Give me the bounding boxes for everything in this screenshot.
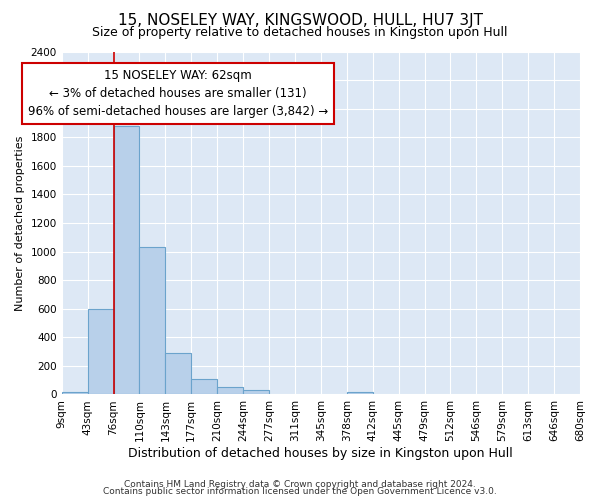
X-axis label: Distribution of detached houses by size in Kingston upon Hull: Distribution of detached houses by size … — [128, 447, 513, 460]
Text: 15 NOSELEY WAY: 62sqm
← 3% of detached houses are smaller (131)
96% of semi-deta: 15 NOSELEY WAY: 62sqm ← 3% of detached h… — [28, 68, 328, 117]
Text: Contains HM Land Registry data © Crown copyright and database right 2024.: Contains HM Land Registry data © Crown c… — [124, 480, 476, 489]
Text: Size of property relative to detached houses in Kingston upon Hull: Size of property relative to detached ho… — [92, 26, 508, 39]
Bar — [191, 378, 217, 394]
Bar — [217, 388, 243, 394]
Bar — [139, 248, 166, 394]
Bar — [88, 308, 113, 394]
Bar — [62, 392, 88, 394]
Bar — [243, 390, 269, 394]
Bar — [166, 353, 191, 395]
Bar — [347, 392, 373, 394]
Bar — [113, 126, 139, 394]
Y-axis label: Number of detached properties: Number of detached properties — [15, 136, 25, 310]
Text: Contains public sector information licensed under the Open Government Licence v3: Contains public sector information licen… — [103, 487, 497, 496]
Text: 15, NOSELEY WAY, KINGSWOOD, HULL, HU7 3JT: 15, NOSELEY WAY, KINGSWOOD, HULL, HU7 3J… — [118, 12, 482, 28]
